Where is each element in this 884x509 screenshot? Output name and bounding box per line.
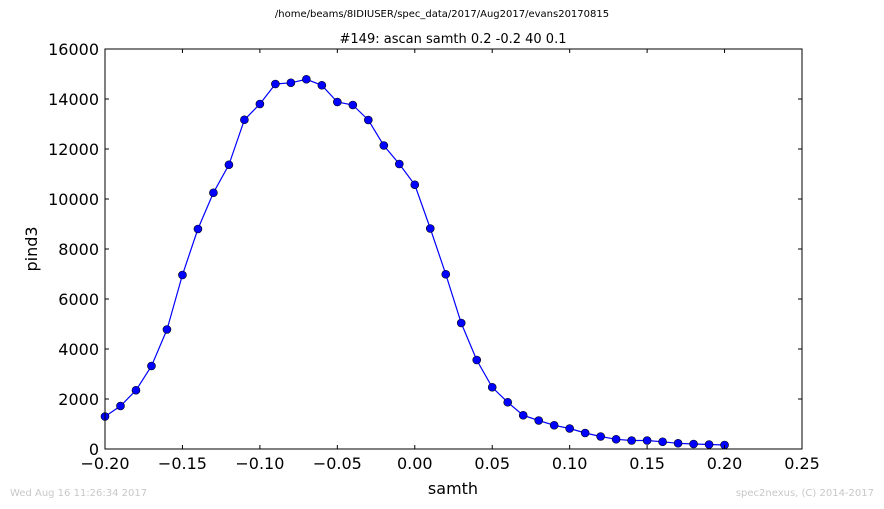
y-tick-label: 10000 [48, 190, 99, 209]
y-tick-label: 16000 [48, 40, 99, 59]
y-tick-label: 12000 [48, 140, 99, 159]
data-point [193, 224, 203, 234]
data-point [441, 269, 451, 279]
data-point [209, 188, 218, 198]
x-tick-label: −0.15 [158, 454, 207, 473]
data-point [333, 97, 342, 107]
x-tick-label: 0.15 [629, 454, 665, 473]
x-tick-label: 0.05 [474, 454, 510, 473]
axis-ticks: −0.20 −0.15 −0.10 −0.05 0.00 0.05 0.10 0.15 0.20… [48, 40, 820, 473]
data-point [503, 397, 513, 407]
data-point [611, 434, 621, 444]
data-point [425, 224, 435, 233]
data-point [487, 382, 497, 392]
data-point [596, 432, 605, 441]
data-point [224, 160, 234, 170]
data-point [286, 78, 296, 88]
x-axis-label: samth [428, 479, 478, 498]
data-point [162, 325, 172, 334]
data-point [410, 180, 420, 190]
series-line [104, 78, 725, 446]
y-tick-label: 4000 [58, 340, 99, 359]
footer-credit: spec2nexus, (C) 2014-2017 [735, 488, 874, 499]
data-point [302, 74, 311, 84]
data-point [178, 270, 187, 280]
data-point [472, 355, 482, 365]
data-point [580, 428, 590, 438]
data-point [704, 440, 714, 449]
y-tick-label: 8000 [58, 240, 99, 259]
data-point [456, 318, 466, 328]
x-tick-label: −0.10 [235, 454, 284, 473]
y-tick-label: 6000 [58, 290, 99, 309]
data-point [627, 436, 636, 445]
data-point [549, 420, 559, 430]
data-point [364, 115, 373, 125]
y-tick-label: 14000 [48, 90, 99, 109]
x-tick-label: 0.20 [707, 454, 743, 473]
y-tick-label: 0 [89, 440, 99, 459]
data-point [255, 99, 265, 109]
plot-area [100, 74, 729, 450]
data-point [317, 80, 327, 90]
axes-frame [104, 48, 803, 450]
x-tick-label: 0.25 [784, 454, 820, 473]
data-point [379, 141, 389, 150]
x-tick-label: −0.05 [313, 454, 362, 473]
footer-timestamp: Wed Aug 16 11:26:34 2017 [10, 488, 148, 499]
data-point [658, 437, 667, 447]
data-point [271, 79, 280, 89]
data-point [348, 100, 358, 110]
chart-title: #149: ascan samth 0.2 -0.2 40 0.1 [340, 32, 567, 47]
data-point [565, 424, 574, 433]
data-point [642, 436, 652, 445]
data-point [518, 410, 528, 420]
figure-suptitle: /home/beams/8IDIUSER/spec_data/2017/Aug2… [274, 9, 610, 20]
x-tick-label: 0.10 [552, 454, 588, 473]
data-point [131, 385, 141, 395]
data-point [116, 401, 125, 411]
x-tick-label: 0.00 [397, 454, 433, 473]
data-point [534, 416, 543, 425]
data-point [394, 159, 404, 169]
data-point [147, 361, 156, 371]
data-point [240, 115, 249, 125]
y-tick-label: 2000 [58, 390, 99, 409]
data-point [673, 438, 683, 448]
y-axis-label: pind3 [22, 226, 41, 271]
x-tick-label: −0.20 [80, 454, 129, 473]
data-point [689, 439, 698, 449]
